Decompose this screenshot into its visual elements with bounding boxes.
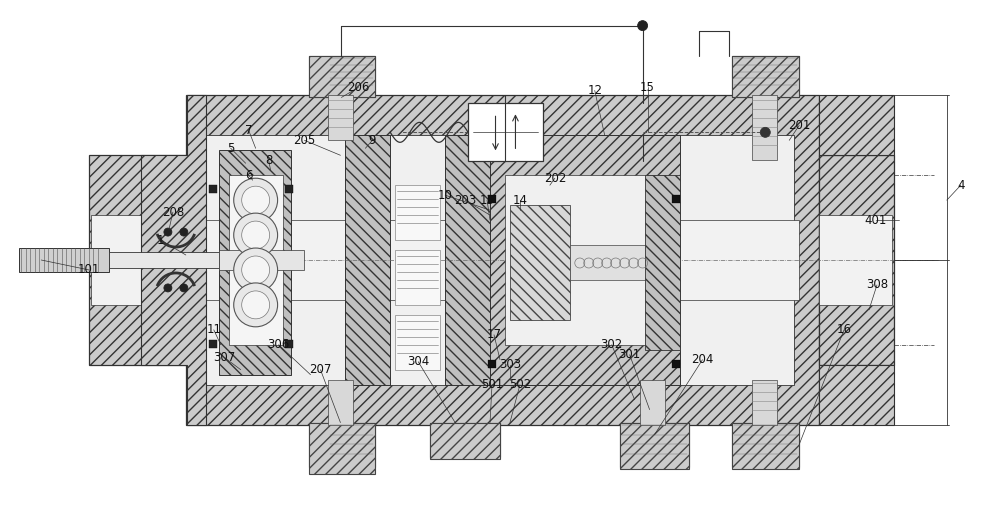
Text: 302: 302 (601, 338, 623, 351)
Bar (570, 245, 655, 280)
Circle shape (234, 213, 278, 257)
Text: 501: 501 (481, 378, 503, 391)
Text: 306: 306 (267, 338, 290, 351)
Bar (395, 250, 440, 305)
Polygon shape (645, 175, 680, 350)
Polygon shape (345, 135, 390, 385)
Text: 208: 208 (162, 206, 184, 219)
Bar (488, 195, 496, 203)
Polygon shape (490, 135, 680, 385)
Bar (209, 185, 217, 193)
Text: 202: 202 (544, 172, 566, 185)
Text: 5: 5 (227, 142, 234, 155)
Bar (488, 360, 496, 368)
Text: 203: 203 (454, 194, 476, 207)
Bar (285, 185, 293, 193)
Text: 11: 11 (206, 323, 221, 336)
Polygon shape (141, 96, 206, 424)
Text: 308: 308 (866, 279, 888, 292)
Polygon shape (309, 55, 375, 97)
Text: 15: 15 (640, 81, 655, 94)
Polygon shape (89, 155, 187, 364)
Text: 12: 12 (587, 84, 602, 97)
Bar (395, 185, 440, 240)
Text: 4: 4 (957, 179, 965, 192)
Circle shape (234, 283, 278, 327)
Polygon shape (732, 422, 799, 469)
Polygon shape (819, 96, 894, 155)
Text: 1: 1 (157, 234, 165, 247)
Circle shape (760, 127, 770, 138)
Circle shape (164, 284, 172, 292)
Text: 17: 17 (487, 328, 502, 341)
Polygon shape (732, 55, 799, 97)
Bar (109, 252, 219, 268)
Polygon shape (219, 150, 291, 375)
Circle shape (638, 21, 648, 31)
Circle shape (180, 284, 188, 292)
Bar (752, 379, 777, 424)
Bar (672, 360, 680, 368)
Polygon shape (309, 55, 375, 97)
Circle shape (242, 221, 270, 249)
Bar (285, 340, 293, 348)
Bar (219, 250, 304, 270)
Text: 205: 205 (293, 134, 316, 147)
Text: 101: 101 (78, 264, 100, 277)
Text: 8: 8 (265, 154, 272, 167)
Circle shape (242, 291, 270, 319)
Polygon shape (732, 55, 799, 97)
Bar (819, 215, 892, 305)
Text: 304: 304 (407, 355, 429, 368)
Circle shape (234, 248, 278, 292)
Polygon shape (430, 422, 500, 460)
Text: 14: 14 (512, 194, 527, 207)
Bar (328, 96, 353, 140)
Polygon shape (819, 364, 894, 424)
Bar (672, 195, 680, 203)
Bar (206, 135, 794, 385)
Bar (19, 248, 109, 272)
Polygon shape (620, 422, 689, 467)
Bar (640, 379, 665, 424)
Polygon shape (186, 96, 819, 424)
Polygon shape (819, 155, 894, 364)
Polygon shape (430, 422, 500, 458)
Circle shape (242, 256, 270, 284)
Circle shape (180, 228, 188, 236)
Bar (510, 205, 570, 320)
Text: 10: 10 (438, 189, 453, 202)
Text: 207: 207 (309, 363, 332, 376)
Polygon shape (309, 422, 375, 475)
Bar (328, 379, 353, 424)
Text: 502: 502 (509, 378, 531, 391)
Text: 401: 401 (865, 214, 887, 226)
Text: 303: 303 (499, 358, 521, 371)
Bar (209, 340, 217, 348)
Bar (201, 220, 799, 300)
Polygon shape (620, 422, 689, 469)
Bar (91, 215, 189, 305)
Text: 301: 301 (619, 348, 641, 361)
Text: 9: 9 (369, 134, 376, 147)
Bar (468, 103, 543, 161)
Text: 204: 204 (691, 353, 714, 366)
Text: 16: 16 (837, 323, 852, 336)
Bar (752, 96, 777, 160)
Bar (505, 175, 665, 345)
Text: 307: 307 (214, 351, 236, 364)
Circle shape (242, 186, 270, 214)
Circle shape (164, 228, 172, 236)
Text: 201: 201 (788, 119, 810, 132)
Circle shape (234, 178, 278, 222)
Text: 13: 13 (480, 194, 494, 207)
Text: 7: 7 (245, 124, 252, 137)
Text: 206: 206 (347, 81, 370, 94)
Polygon shape (445, 135, 490, 385)
Polygon shape (309, 422, 375, 467)
Bar (229, 175, 283, 345)
Text: 6: 6 (245, 169, 252, 181)
Polygon shape (732, 422, 799, 467)
Bar (395, 315, 440, 370)
